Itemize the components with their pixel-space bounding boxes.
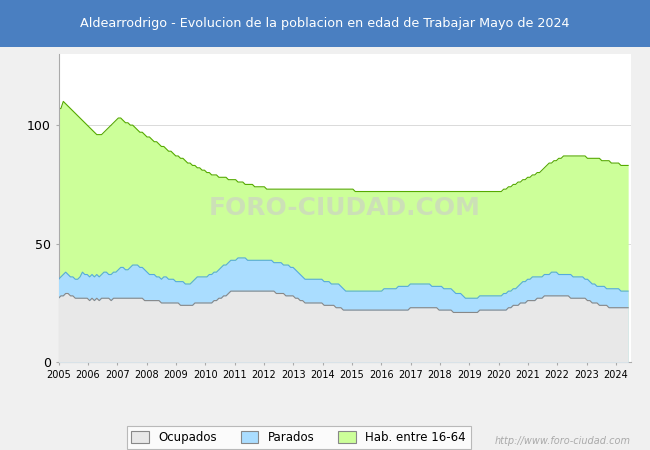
Legend: Ocupados, Parados, Hab. entre 16-64: Ocupados, Parados, Hab. entre 16-64	[127, 426, 471, 449]
Text: Aldearrodrigo - Evolucion de la poblacion en edad de Trabajar Mayo de 2024: Aldearrodrigo - Evolucion de la poblacio…	[80, 17, 570, 30]
Text: FORO-CIUDAD.COM: FORO-CIUDAD.COM	[209, 196, 480, 220]
Text: http://www.foro-ciudad.com: http://www.foro-ciudad.com	[495, 436, 630, 446]
